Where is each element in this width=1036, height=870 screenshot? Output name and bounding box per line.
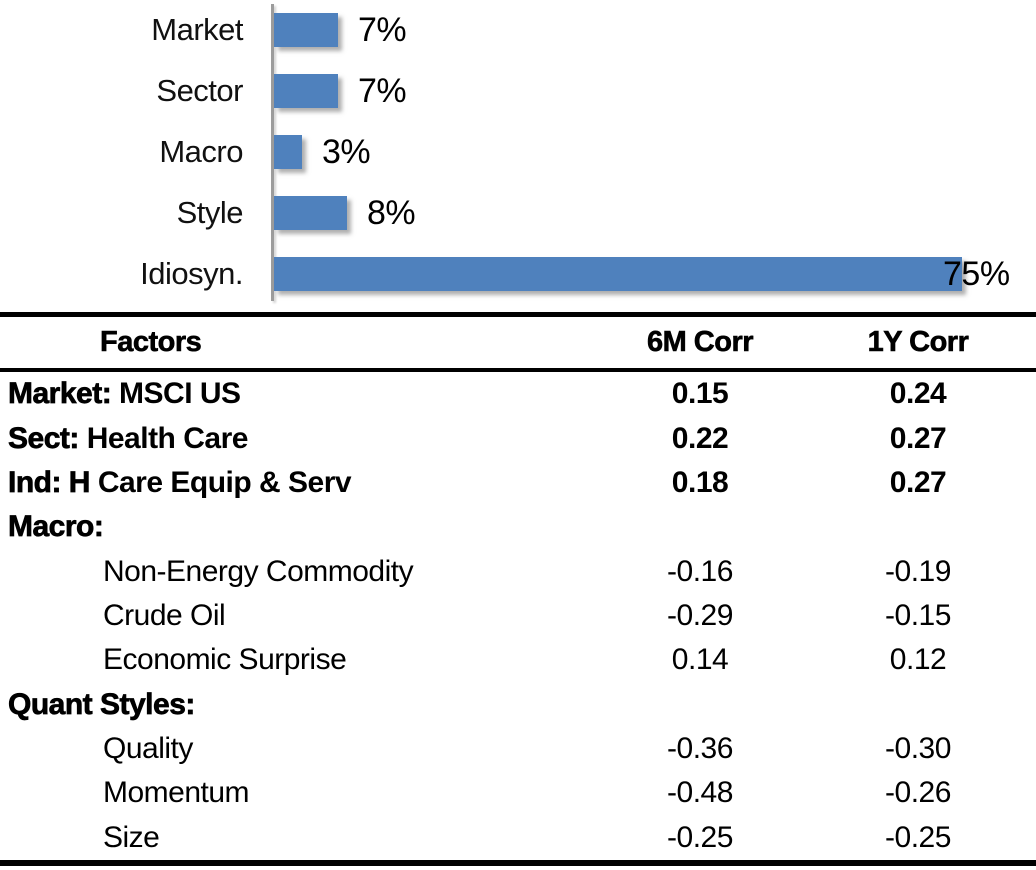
factor-prefix: Ind: H bbox=[8, 465, 91, 500]
corr-1y-cell: 0.12 bbox=[889, 643, 947, 677]
factor-prefix: Market: bbox=[8, 377, 112, 411]
corr-6m-cell: -0.29 bbox=[667, 598, 733, 632]
corr-1y-cell: -0.15 bbox=[885, 598, 951, 632]
table-row: Quality -0.36 -0.30 bbox=[0, 727, 1036, 771]
factor-name: Crude Oil bbox=[103, 598, 226, 632]
category-label: Macro bbox=[159, 134, 243, 169]
bar-value-label: 8% bbox=[367, 194, 416, 232]
factor-name: Economic Surprise bbox=[103, 643, 347, 677]
factor-cell: Momentum bbox=[0, 776, 590, 810]
column-header-6m-corr: 6M Corr bbox=[646, 326, 754, 359]
bar bbox=[274, 196, 348, 230]
factor-name: Care Equip & Serv bbox=[89, 465, 352, 499]
bar-value-label: 7% bbox=[358, 11, 407, 49]
table-row: Economic Surprise 0.14 0.12 bbox=[0, 638, 1036, 682]
factor-cell: Market: MSCI US bbox=[0, 377, 590, 411]
factor-cell: Crude Oil bbox=[0, 599, 590, 633]
category-label: Style bbox=[176, 195, 244, 230]
factor-cell: Economic Surprise bbox=[0, 643, 590, 677]
bar-value-label: 7% bbox=[358, 72, 407, 110]
factor-cell: Non-Energy Commodity bbox=[0, 555, 590, 589]
factor-cell: Quant Styles: bbox=[0, 687, 590, 722]
table-row: Quant Styles: bbox=[0, 683, 1036, 727]
corr-6m-cell: 0.15 bbox=[671, 377, 729, 411]
bar bbox=[274, 257, 962, 291]
column-header-factors: Factors bbox=[100, 326, 202, 359]
corr-6m-cell: -0.25 bbox=[667, 820, 733, 854]
factor-prefix: Macro: bbox=[8, 510, 105, 544]
corr-1y-cell: 0.27 bbox=[889, 421, 947, 455]
category-label: Idiosyn. bbox=[140, 256, 243, 291]
table-row: Momentum -0.48 -0.26 bbox=[0, 771, 1036, 815]
corr-1y-cell: -0.26 bbox=[885, 776, 951, 810]
corr-6m-cell: -0.48 bbox=[667, 776, 733, 810]
table-row: Non-Energy Commodity -0.16 -0.19 bbox=[0, 549, 1036, 593]
factor-name: Quality bbox=[103, 732, 193, 766]
factor-prefix: Quant Styles: bbox=[8, 687, 196, 721]
factor-name: Momentum bbox=[103, 776, 250, 810]
chart-bar-row: Sector 7% bbox=[0, 72, 1036, 110]
factor-cell: Ind: H Care Equip & Serv bbox=[0, 466, 590, 500]
bar bbox=[274, 13, 339, 47]
category-label: Sector bbox=[156, 73, 243, 108]
bar bbox=[274, 135, 302, 169]
table-row: Ind: H Care Equip & Serv 0.18 0.27 bbox=[0, 461, 1036, 505]
corr-6m-cell: -0.16 bbox=[667, 554, 733, 588]
corr-1y-cell: -0.25 bbox=[885, 820, 951, 854]
chart-bar-row: Style 8% bbox=[0, 194, 1036, 232]
factor-name: MSCI US bbox=[111, 377, 241, 411]
corr-6m-cell: 0.18 bbox=[671, 465, 729, 499]
table-body: Market: MSCI US 0.15 0.24 Sect: Health C… bbox=[0, 372, 1036, 866]
factor-cell: Quality bbox=[0, 732, 590, 766]
corr-1y-cell: 0.27 bbox=[889, 465, 947, 499]
corr-1y-cell: 0.24 bbox=[889, 377, 947, 411]
table-row: Sect: Health Care 0.22 0.27 bbox=[0, 416, 1036, 460]
bar-value-label: 3% bbox=[322, 133, 371, 171]
factor-correlation-table: Factors 6M Corr 1Y Corr Market: MSCI US … bbox=[0, 312, 1036, 866]
table-row: Macro: bbox=[0, 505, 1036, 549]
column-header-1y-corr: 1Y Corr bbox=[867, 326, 969, 359]
table-row: Market: MSCI US 0.15 0.24 bbox=[0, 372, 1036, 416]
corr-6m-cell: -0.36 bbox=[667, 732, 733, 766]
factor-name: Health Care bbox=[78, 421, 249, 455]
factor-cell: Sect: Health Care bbox=[0, 421, 590, 456]
bar-value-label: 75% bbox=[943, 255, 1010, 293]
factor-name: Non-Energy Commodity bbox=[103, 554, 414, 588]
chart-bar-row: Idiosyn. 75% bbox=[0, 255, 1036, 293]
table-row: Size -0.25 -0.25 bbox=[0, 816, 1036, 860]
corr-1y-cell: -0.30 bbox=[885, 732, 951, 766]
factor-cell: Size bbox=[0, 821, 590, 855]
factor-cell: Macro: bbox=[0, 510, 590, 544]
factor-prefix: Sect: bbox=[8, 421, 80, 455]
factor-name: Size bbox=[103, 820, 160, 854]
corr-6m-cell: 0.22 bbox=[671, 421, 729, 455]
category-label: Market bbox=[151, 12, 243, 47]
chart-bar-row: Market 7% bbox=[0, 11, 1036, 49]
risk-decomposition-chart: Market 7% Sector 7% Macro 3% Style 8% Id… bbox=[0, 0, 1036, 312]
chart-bar-row: Macro 3% bbox=[0, 133, 1036, 171]
table-row: Crude Oil -0.29 -0.15 bbox=[0, 594, 1036, 638]
bar bbox=[274, 74, 339, 108]
corr-1y-cell: -0.19 bbox=[885, 554, 951, 588]
chart-axis-line bbox=[271, 4, 274, 301]
table-header-row: Factors 6M Corr 1Y Corr bbox=[0, 317, 1036, 372]
corr-6m-cell: 0.14 bbox=[671, 643, 729, 677]
